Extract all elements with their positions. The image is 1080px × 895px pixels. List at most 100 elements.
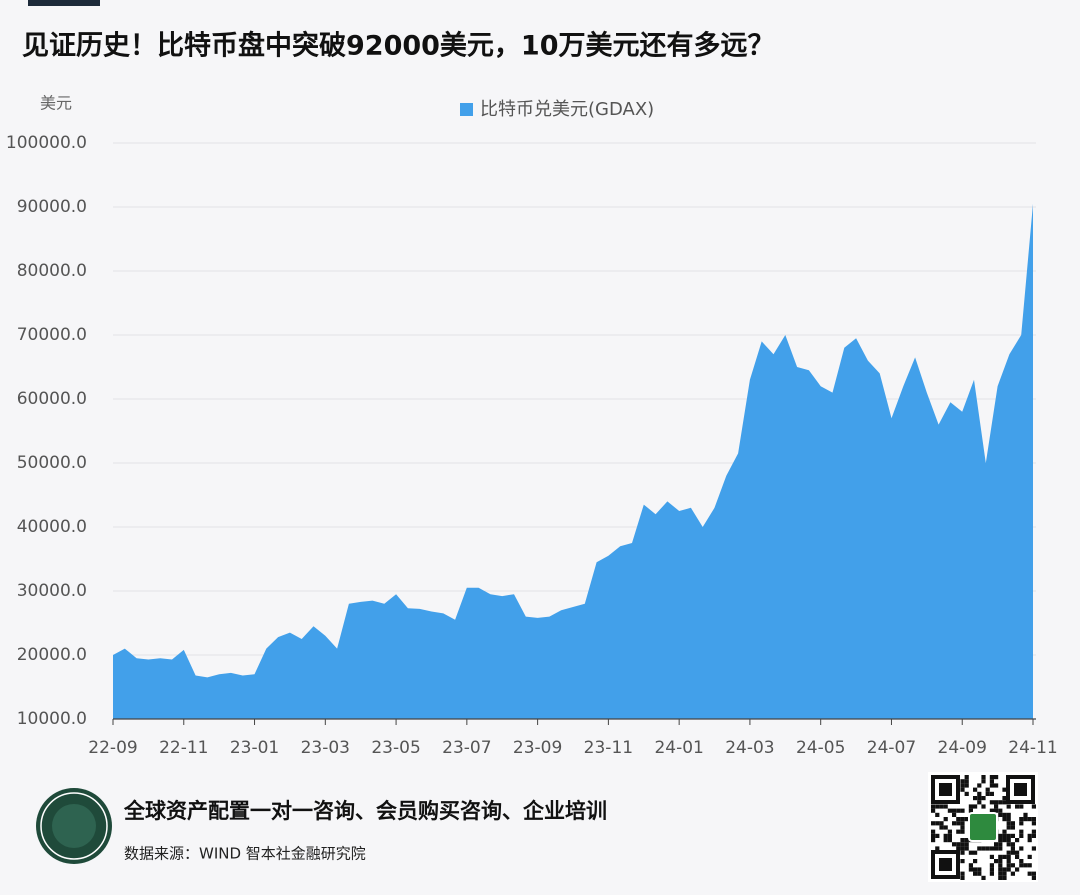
- y-tick-label: 20000.0: [17, 645, 87, 665]
- x-tick-label: 22-09: [88, 738, 137, 758]
- qr-cell: [931, 821, 936, 826]
- qr-cell: [931, 838, 936, 843]
- qr-cell: [1015, 838, 1020, 843]
- qr-cell: [968, 863, 973, 868]
- qr-cell: [1019, 833, 1024, 838]
- qr-cell: [981, 846, 986, 851]
- chart-title: 见证历史！比特币盘中突破92000美元，10万美元还有多远？: [22, 30, 775, 62]
- qr-cell: [1027, 838, 1032, 843]
- y-tick-label: 90000.0: [17, 197, 87, 217]
- qr-cell: [960, 779, 965, 784]
- qr-cell: [964, 846, 969, 851]
- qr-finder: [939, 783, 952, 796]
- qr-cell: [947, 833, 952, 838]
- qr-cell: [1031, 871, 1036, 876]
- qr-logo: [968, 812, 998, 842]
- qr-cell: [943, 825, 948, 830]
- qr-cell: [998, 808, 1003, 813]
- qr-cell: [1031, 833, 1036, 838]
- qr-cell: [1006, 842, 1011, 847]
- qr-cell: [960, 871, 965, 876]
- qr-cell: [981, 779, 986, 784]
- qr-cell: [947, 838, 952, 843]
- qr-cell: [1027, 871, 1032, 876]
- qr-cell: [1006, 817, 1011, 822]
- qr-cell: [998, 871, 1003, 876]
- x-tick-label: 23-03: [301, 738, 350, 758]
- x-tick-label: 24-11: [1008, 738, 1057, 758]
- qr-cell: [998, 867, 1003, 872]
- qr-cell: [994, 842, 999, 847]
- qr-cell: [1031, 817, 1036, 822]
- qr-cell: [1006, 812, 1011, 817]
- qr-cell: [1019, 863, 1024, 868]
- qr-cell: [977, 846, 982, 851]
- qr-cell: [989, 791, 994, 796]
- qr-cell: [964, 838, 969, 843]
- qr-cell: [981, 775, 986, 780]
- qr-cell: [1002, 817, 1007, 822]
- qr-cell: [956, 829, 961, 834]
- y-tick-label: 10000.0: [17, 709, 87, 729]
- qr-cell: [1031, 875, 1036, 880]
- qr-cell: [998, 800, 1003, 805]
- qr-cell: [931, 808, 936, 813]
- qr-cell: [1010, 871, 1015, 876]
- qr-cell: [1031, 821, 1036, 826]
- qr-cell: [1010, 850, 1015, 855]
- qr-cell: [931, 833, 936, 838]
- qr-cell: [1010, 825, 1015, 830]
- qr-cell: [998, 863, 1003, 868]
- qr-cell: [1019, 817, 1024, 822]
- qr-cell: [998, 854, 1003, 859]
- qr-cell: [931, 804, 936, 809]
- qr-cell: [989, 871, 994, 876]
- qr-cell: [1006, 850, 1011, 855]
- qr-cell: [939, 804, 944, 809]
- qr-cell: [960, 829, 965, 834]
- qr-cell: [1031, 846, 1036, 851]
- legend-swatch: [460, 103, 473, 116]
- qr-cell: [1006, 838, 1011, 843]
- qr-cell: [1015, 867, 1020, 872]
- qr-cell: [931, 829, 936, 834]
- qr-cell: [960, 817, 965, 822]
- qr-cell: [994, 804, 999, 809]
- qr-cell: [1015, 854, 1020, 859]
- qr-cell: [981, 804, 986, 809]
- footer-slogan: 全球资产配置一对一咨询、会员购买咨询、企业培训: [123, 799, 607, 823]
- qr-cell: [956, 817, 961, 822]
- x-tick-label: 24-09: [938, 738, 987, 758]
- qr-cell: [998, 838, 1003, 843]
- qr-cell: [943, 838, 948, 843]
- qr-code: [928, 772, 1038, 882]
- qr-cell: [956, 808, 961, 813]
- y-tick-label: 70000.0: [17, 325, 87, 345]
- qr-cell: [1027, 833, 1032, 838]
- qr-cell: [1023, 817, 1028, 822]
- top-bar: [28, 0, 100, 6]
- qr-cell: [1023, 812, 1028, 817]
- qr-cell: [952, 812, 957, 817]
- y-tick-label: 100000.0: [6, 133, 87, 153]
- qr-cell: [1002, 812, 1007, 817]
- qr-cell: [998, 812, 1003, 817]
- qr-finder: [939, 858, 952, 871]
- qr-cell: [968, 808, 973, 813]
- qr-cell: [943, 833, 948, 838]
- qr-cell: [973, 787, 978, 792]
- x-tick-label: 24-01: [654, 738, 703, 758]
- qr-cell: [1010, 821, 1015, 826]
- qr-cell: [989, 846, 994, 851]
- qr-cell: [998, 875, 1003, 880]
- qr-cell: [977, 783, 982, 788]
- qr-cell: [964, 842, 969, 847]
- y-axis-label: 美元: [40, 94, 72, 113]
- footer-source: 数据来源：WIND 智本社金融研究院: [124, 845, 366, 863]
- qr-cell: [960, 850, 965, 855]
- qr-cell: [1031, 829, 1036, 834]
- qr-cell: [960, 846, 965, 851]
- qr-cell: [960, 859, 965, 864]
- qr-cell: [981, 875, 986, 880]
- qr-cell: [973, 850, 978, 855]
